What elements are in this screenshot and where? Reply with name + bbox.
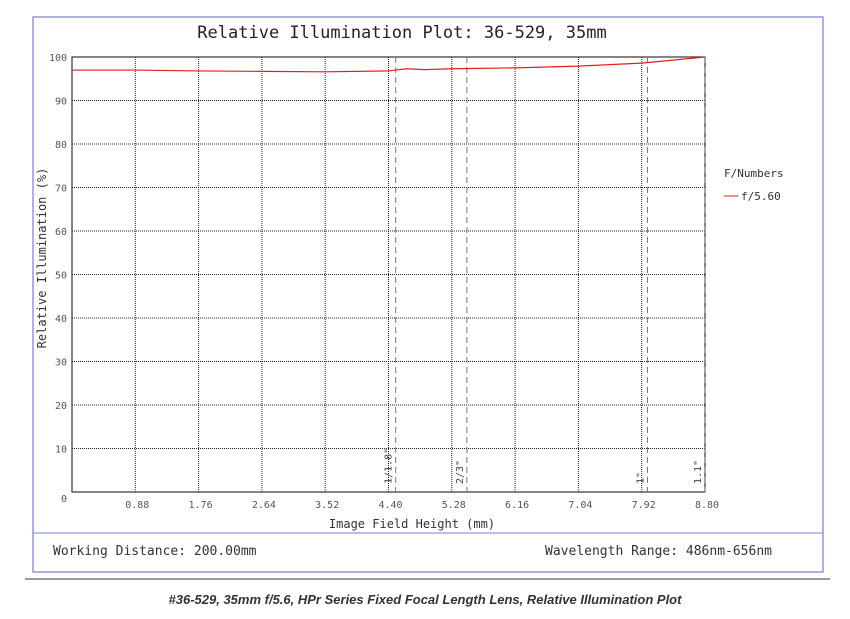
y-tick-label: 20 [55, 401, 67, 412]
working-distance: Working Distance: 200.00mm [53, 544, 257, 559]
y-axis-label: Relative Illumination (%) [35, 168, 49, 349]
series-line [72, 56, 706, 73]
sensor-marker-label: 1" [635, 472, 646, 484]
sensor-marker-label: 1/1.8" [384, 448, 395, 484]
y-tick-label: 10 [55, 445, 67, 456]
x-axis-label: Image Field Height (mm) [329, 517, 495, 531]
sensor-marker-label: 2/3" [455, 460, 466, 484]
x-tick-label: 8.80 [695, 500, 719, 511]
legend-entry: f/5.60 [741, 190, 781, 203]
y-tick-label: 90 [55, 97, 67, 108]
x-tick-label: 0.88 [125, 500, 149, 511]
y-tick-label: 80 [55, 140, 67, 151]
wavelength-range: Wavelength Range: 486nm-656nm [545, 544, 772, 559]
y-tick-label: 40 [55, 314, 67, 325]
plot-frame [71, 56, 706, 493]
x-tick-label: 7.04 [568, 500, 592, 511]
x-tick-label: 7.92 [632, 500, 656, 511]
x-tick-label: 2.64 [252, 500, 276, 511]
x-tick-label: 5.28 [442, 500, 466, 511]
chart-title: Relative Illumination Plot: 36-529, 35mm [197, 23, 606, 43]
legend-title: F/Numbers [724, 167, 784, 180]
x-tick-label: 1.76 [189, 500, 213, 511]
y-tick-label: 50 [55, 271, 67, 282]
x-tick-label: 6.16 [505, 500, 529, 511]
figure-caption: #36-529, 35mm f/5.6, HPr Series Fixed Fo… [168, 592, 682, 607]
y-tick-label: 70 [55, 184, 67, 195]
y-tick-label: 60 [55, 227, 67, 238]
y-tick-label: 0 [61, 494, 67, 505]
x-tick-label: 4.40 [378, 500, 402, 511]
x-tick-label: 3.52 [315, 500, 339, 511]
y-tick-label: 100 [49, 53, 67, 64]
sensor-marker-label: 1.1" [693, 460, 704, 484]
y-tick-label: 30 [55, 358, 67, 369]
